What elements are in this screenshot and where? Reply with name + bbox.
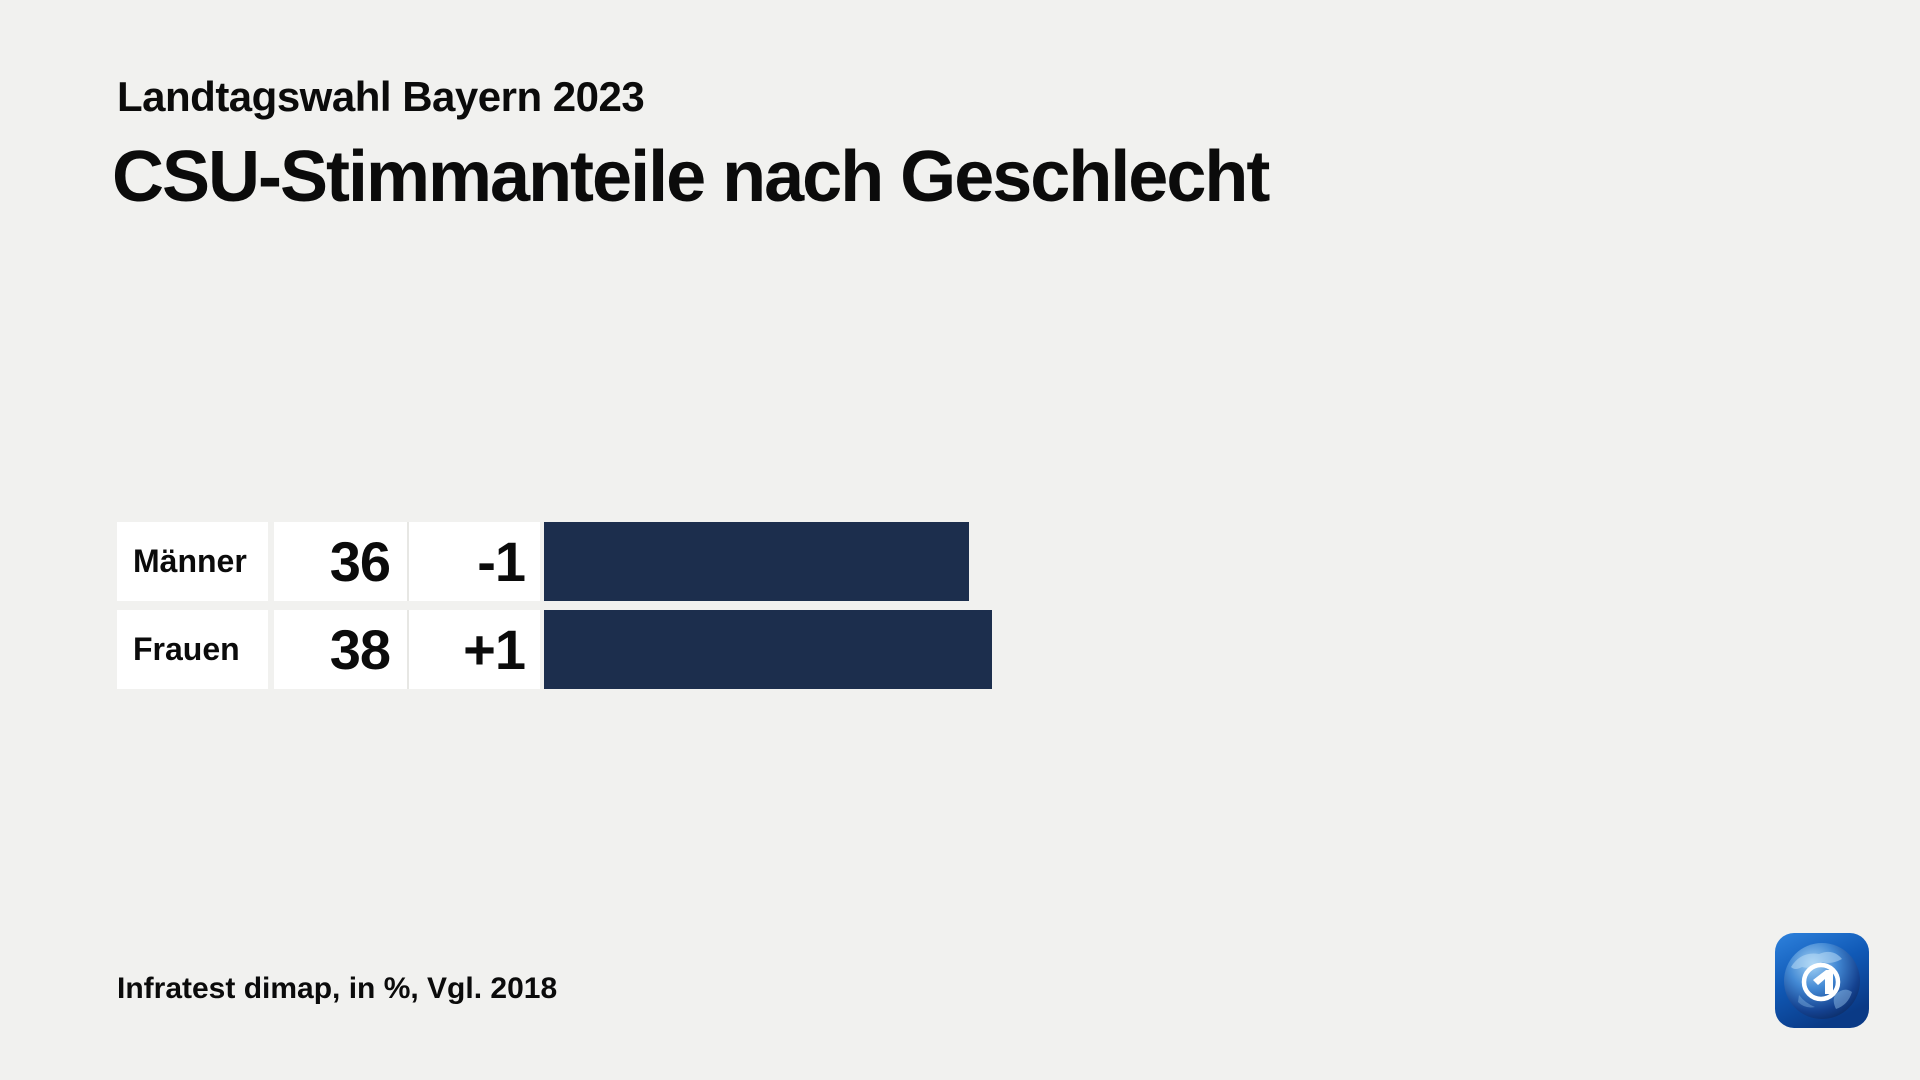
cell-separator xyxy=(407,610,409,689)
change-cell: +1 xyxy=(409,610,540,689)
category-label: Männer xyxy=(117,522,268,601)
cell-separator xyxy=(407,522,409,601)
chart-row-maenner: Männer 36 -1 xyxy=(117,522,969,601)
category-label: Frauen xyxy=(117,610,268,689)
page-title: CSU-Stimmanteile nach Geschlecht xyxy=(112,137,1270,217)
value-cell: 38 xyxy=(274,610,407,689)
chart-row-frauen: Frauen 38 +1 xyxy=(117,610,992,689)
change-cell: -1 xyxy=(409,522,540,601)
ard-tagesschau-logo-icon xyxy=(1775,933,1869,1028)
bar-frauen xyxy=(544,610,992,689)
bar-maenner xyxy=(544,522,969,601)
source-caption: Infratest dimap, in %, Vgl. 2018 xyxy=(117,972,558,1005)
value-cell: 36 xyxy=(274,522,407,601)
kicker: Landtagswahl Bayern 2023 xyxy=(117,73,645,120)
